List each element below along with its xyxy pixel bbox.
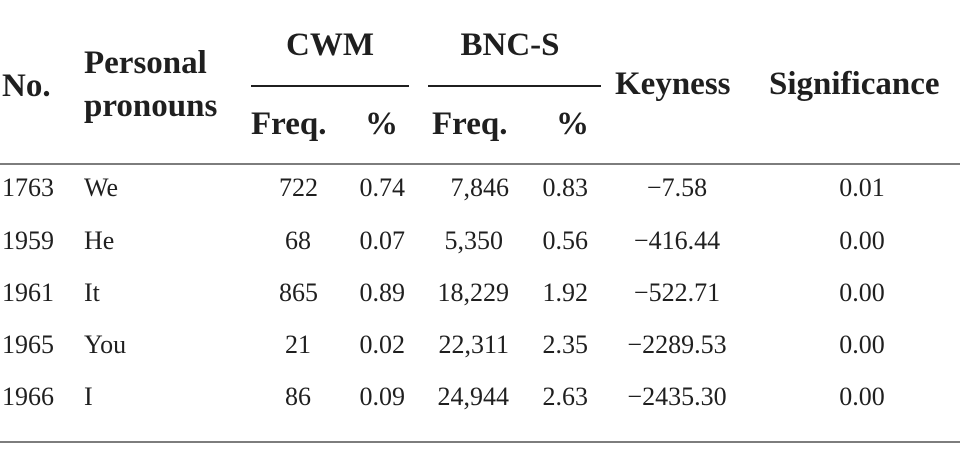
cell-no: 1965 xyxy=(2,330,54,359)
header-keyness: Keyness xyxy=(615,66,731,102)
cell-keyness: −416.44 xyxy=(633,226,721,255)
cell-significance: 0.01 xyxy=(839,173,885,202)
cell-no: 1763 xyxy=(2,173,54,202)
cell-cwm-freq: 865 xyxy=(279,278,318,307)
cell-significance: 0.00 xyxy=(839,226,885,255)
header-bnc-pct: % xyxy=(556,106,589,142)
table-bottom-rule xyxy=(0,441,960,443)
cell-no: 1961 xyxy=(2,278,54,307)
cell-keyness: −2289.53 xyxy=(627,330,727,359)
cell-pronoun: I xyxy=(84,382,93,411)
header-bnc-s: BNC-S xyxy=(460,27,560,63)
cell-pronoun: We xyxy=(84,173,118,202)
cell-keyness: −522.71 xyxy=(633,278,721,307)
cell-cwm-freq: 68 xyxy=(285,226,311,255)
cell-cwm-pct: 0.02 xyxy=(359,330,406,359)
header-cwm-freq: Freq. xyxy=(251,106,327,142)
cell-cwm-pct: 0.74 xyxy=(359,173,406,202)
cell-bnc-freq: 18,229 xyxy=(437,278,510,307)
cell-pronoun: He xyxy=(84,226,115,255)
cell-pronoun: You xyxy=(84,330,127,359)
cell-cwm-freq: 86 xyxy=(285,382,311,411)
header-pronouns: pronouns xyxy=(84,88,218,124)
cell-significance: 0.00 xyxy=(839,278,885,307)
cell-significance: 0.00 xyxy=(839,330,885,359)
header-cwm-pct: % xyxy=(365,106,398,142)
cell-bnc-pct: 2.63 xyxy=(542,382,589,411)
cell-bnc-freq: 5,350 xyxy=(444,226,504,255)
cell-bnc-pct: 0.56 xyxy=(542,226,589,255)
cell-bnc-pct: 0.83 xyxy=(542,173,589,202)
cell-bnc-freq: 7,846 xyxy=(450,173,510,202)
cell-bnc-freq: 24,944 xyxy=(437,382,510,411)
header-bnc-freq: Freq. xyxy=(432,106,508,142)
cell-cwm-freq: 722 xyxy=(279,173,318,202)
cell-keyness: −7.58 xyxy=(646,173,708,202)
cwm-group-rule xyxy=(251,85,409,87)
header-significance: Significance xyxy=(769,66,940,102)
header-bottom-rule xyxy=(0,163,960,165)
cell-no: 1966 xyxy=(2,382,54,411)
header-no: No. xyxy=(2,68,51,104)
bnc-s-group-rule xyxy=(428,85,601,87)
cell-pronoun: It xyxy=(84,278,100,307)
cell-cwm-pct: 0.89 xyxy=(359,278,406,307)
cell-bnc-freq: 22,311 xyxy=(438,330,509,359)
cell-keyness: −2435.30 xyxy=(627,382,727,411)
header-personal: Personal xyxy=(84,45,207,81)
cell-bnc-pct: 1.92 xyxy=(542,278,589,307)
cell-cwm-pct: 0.07 xyxy=(359,226,406,255)
cell-cwm-freq: 21 xyxy=(285,330,311,359)
cell-cwm-pct: 0.09 xyxy=(359,382,406,411)
cell-significance: 0.00 xyxy=(839,382,885,411)
header-cwm: CWM xyxy=(286,27,374,63)
cell-bnc-pct: 2.35 xyxy=(542,330,589,359)
cell-no: 1959 xyxy=(2,226,54,255)
